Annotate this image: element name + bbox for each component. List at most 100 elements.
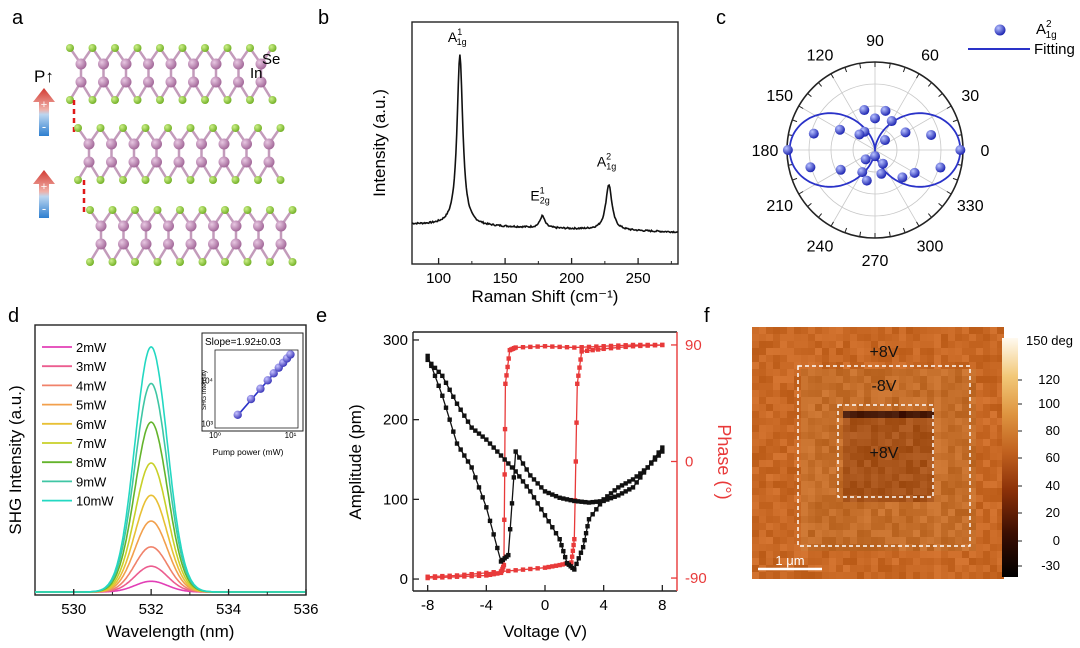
map-pixel: [941, 362, 948, 369]
map-pixel: [843, 397, 850, 404]
map-pixel: [885, 565, 892, 572]
map-pixel: [752, 390, 759, 397]
map-pixel: [843, 432, 850, 439]
map-pixel: [794, 509, 801, 516]
map-pixel: [759, 411, 766, 418]
map-pixel: [766, 404, 773, 411]
map-pixel: [990, 362, 997, 369]
map-pixel: [892, 369, 899, 376]
map-pixel: [787, 509, 794, 516]
in-atom: [98, 58, 109, 70]
map-pixel: [892, 348, 899, 355]
map-pixel: [962, 334, 969, 341]
map-pixel: [955, 572, 962, 579]
se-atom: [223, 44, 232, 52]
map-pixel: [948, 383, 955, 390]
map-pixel: [997, 432, 1004, 439]
se-atom: [201, 44, 209, 52]
map-pixel: [843, 334, 850, 341]
amplitude-marker: [528, 473, 533, 478]
map-pixel: [815, 341, 822, 348]
polar-tick: [902, 67, 906, 73]
map-pixel: [934, 439, 941, 446]
shg-x-tick-label: 530: [61, 601, 86, 618]
map-label-middle: -8V: [872, 378, 897, 395]
map-pixel: [801, 348, 808, 355]
map-pixel: [913, 551, 920, 558]
amplitude-marker: [612, 488, 617, 493]
map-pixel: [948, 481, 955, 488]
phase-marker: [502, 472, 507, 477]
phase-marker: [560, 562, 565, 567]
amplitude-marker: [619, 491, 625, 496]
map-pixel: [976, 530, 983, 537]
amplitude-marker: [559, 542, 564, 548]
map-pixel: [752, 509, 759, 516]
map-pixel: [829, 537, 836, 544]
inset-axes: [214, 349, 299, 429]
amplitude-marker: [594, 507, 599, 512]
map-pixel: [752, 432, 759, 439]
polar-data-point: [870, 151, 880, 162]
map-pixel: [913, 397, 920, 404]
phase-marker: [572, 537, 577, 542]
map-pixel: [913, 418, 920, 425]
polar-grid-spoke: [830, 73, 876, 151]
phase-marker: [550, 564, 555, 569]
map-pixel: [927, 474, 934, 481]
map-pixel: [955, 530, 962, 537]
map-pixel: [836, 397, 843, 404]
map-pixel: [773, 397, 780, 404]
map-pixel: [878, 383, 885, 390]
map-pixel: [976, 502, 983, 509]
map-pixel: [857, 467, 864, 474]
map-pixel: [780, 362, 787, 369]
inset-x-tick-label: 10⁰: [209, 431, 221, 440]
amplitude-marker: [605, 494, 610, 499]
amplitude-marker: [586, 500, 592, 505]
map-pixel: [920, 334, 927, 341]
map-pixel: [836, 530, 843, 537]
map-pixel: [829, 334, 836, 341]
map-pixel: [843, 474, 850, 481]
map-pixel: [850, 460, 857, 467]
map-pixel: [871, 390, 878, 397]
map-pixel: [864, 362, 871, 369]
map-pixel: [794, 481, 801, 488]
polar-tick: [844, 67, 848, 73]
amplitude-marker: [583, 499, 588, 505]
map-pixel: [892, 460, 899, 467]
polar-tick: [807, 93, 812, 98]
se-atom: [198, 258, 207, 266]
map-pixel: [955, 502, 962, 509]
map-pixel: [969, 544, 976, 551]
polar-tick: [888, 63, 891, 69]
shg-y-axis-label: SHG Intensity (a.u.): [6, 385, 25, 534]
map-pixel: [990, 348, 997, 355]
map-pixel: [955, 327, 962, 334]
map-pixel: [752, 327, 759, 334]
phase-marker: [502, 426, 508, 432]
map-pixel: [913, 523, 920, 530]
map-pixel: [885, 432, 892, 439]
map-pixel: [801, 488, 808, 495]
map-pixel: [976, 439, 983, 446]
map-pixel: [976, 495, 983, 502]
map-pixel: [948, 334, 955, 341]
map-pixel: [801, 390, 808, 397]
map-pixel: [780, 446, 787, 453]
map-pixel: [920, 418, 927, 425]
map-pixel: [976, 397, 983, 404]
map-pixel: [983, 537, 990, 544]
polar-data-point: [879, 135, 890, 146]
map-pixel: [913, 460, 920, 467]
map-pixel: [752, 572, 759, 579]
polar-tick: [938, 202, 943, 207]
amplitude-marker: [480, 434, 485, 439]
map-pixel: [836, 369, 843, 376]
map-pixel: [941, 544, 948, 551]
map-pixel: [913, 488, 920, 495]
map-pixel: [836, 523, 843, 530]
se-atom: [231, 124, 240, 132]
